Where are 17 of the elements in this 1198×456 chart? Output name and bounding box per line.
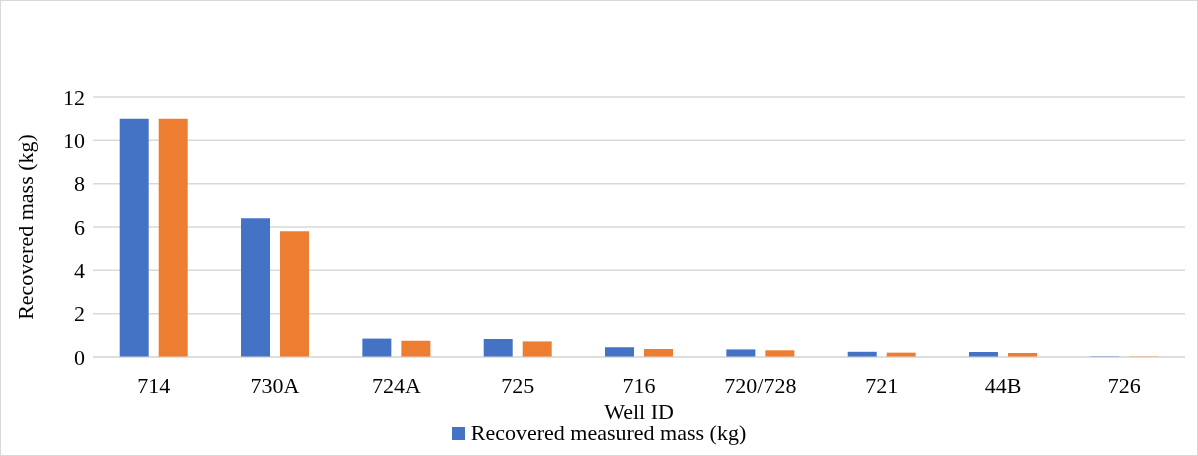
x-tick-label: 726	[1107, 372, 1141, 398]
x-tick-label: 724A	[371, 372, 421, 398]
y-axis-title: Recovered mass (kg)	[12, 134, 38, 320]
x-tick-label: 716	[622, 372, 656, 398]
y-tick-label: 4	[74, 258, 85, 284]
y-tick-label: 2	[74, 301, 85, 327]
y-tick-label: 8	[74, 171, 85, 197]
x-tick-label: 720/728	[724, 372, 797, 398]
y-tick-label: 0	[74, 344, 85, 370]
y-tick-label: 10	[63, 128, 85, 154]
y-tick-label: 12	[63, 84, 85, 110]
x-tick-label: 721	[865, 372, 899, 398]
x-tick-label: 730A	[250, 372, 300, 398]
x-tick-label: 714	[137, 372, 171, 398]
x-tick-label: 44B	[984, 372, 1022, 398]
x-tick-label: 725	[501, 372, 535, 398]
y-tick-label: 6	[74, 214, 85, 240]
